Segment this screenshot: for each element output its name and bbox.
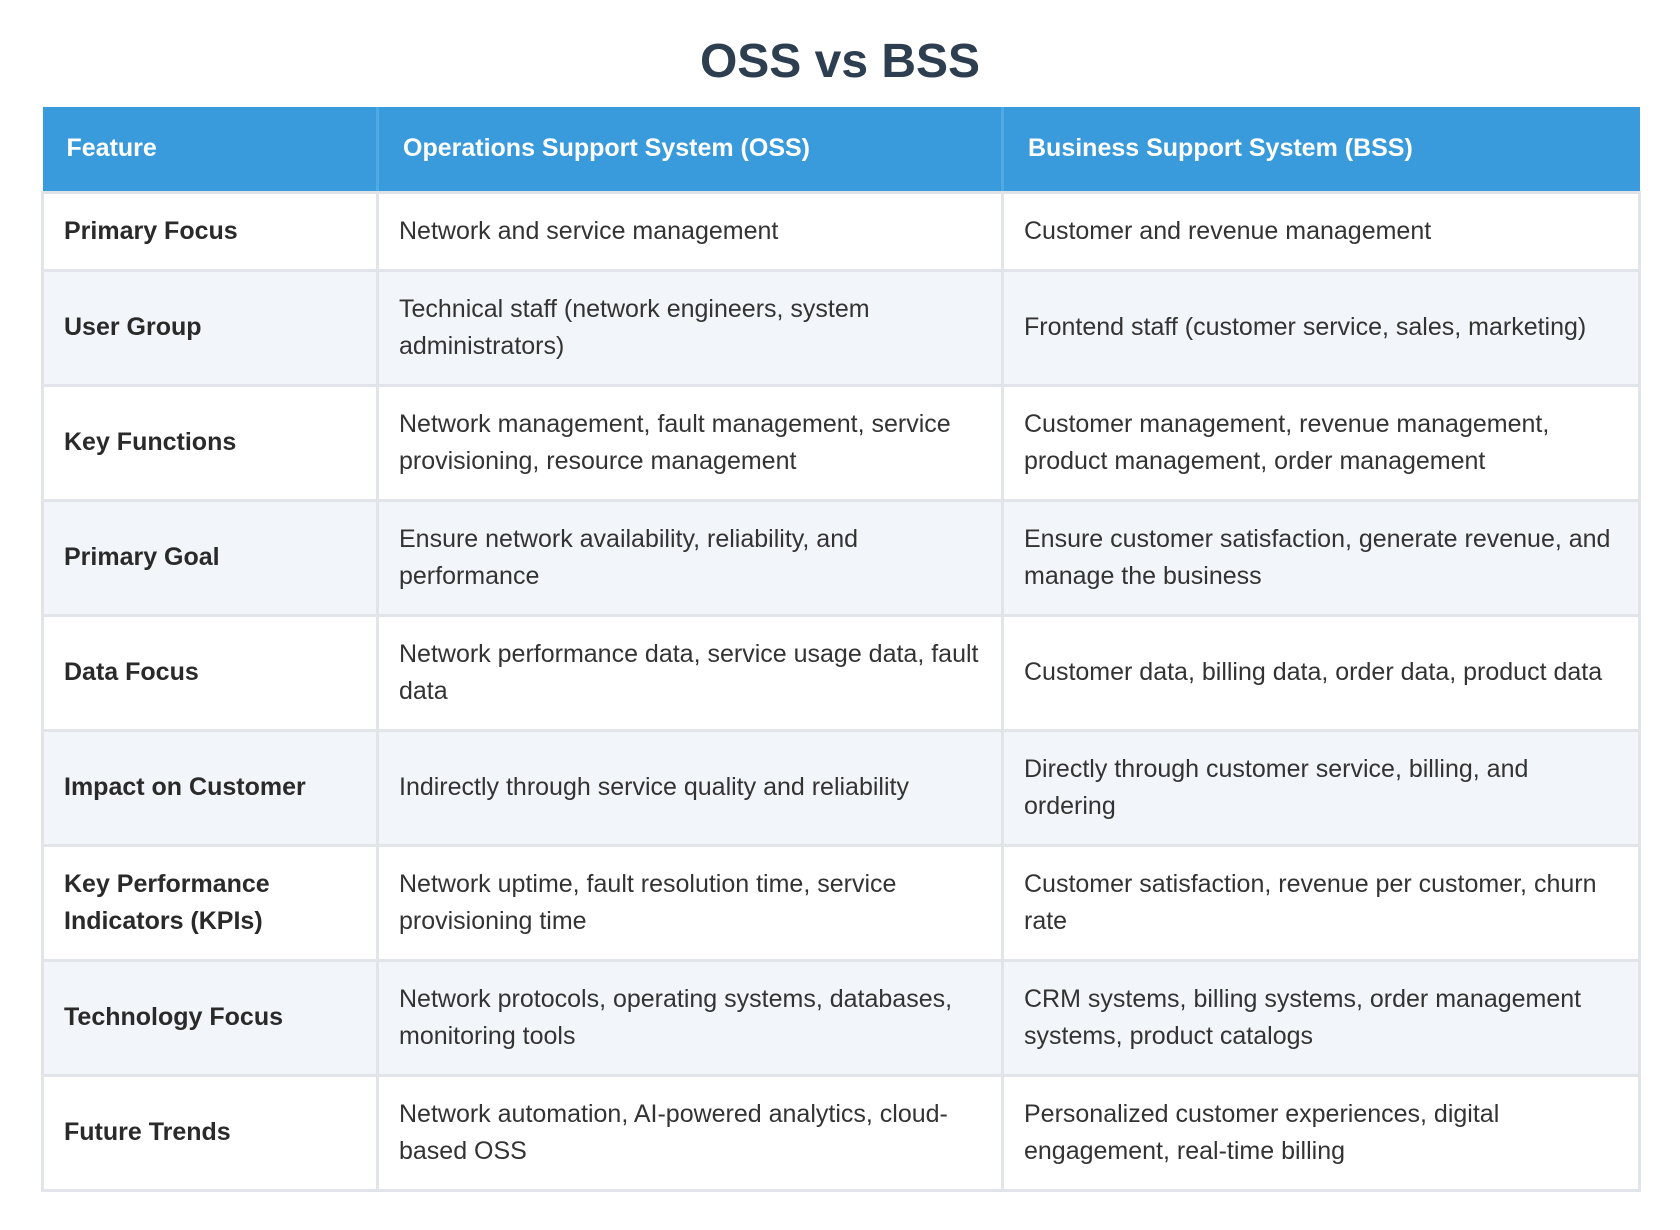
bss-cell: Directly through customer service, billi…	[1001, 728, 1641, 847]
feature-cell: Data Focus	[41, 613, 379, 732]
feature-cell: Key Functions	[41, 383, 379, 502]
feature-cell: Key Performance Indicators (KPIs)	[41, 843, 379, 962]
header-feature: Feature	[42, 107, 379, 194]
feature-cell: Primary Focus	[41, 190, 379, 272]
oss-cell: Network uptime, fault resolution time, s…	[376, 843, 1004, 962]
feature-cell: Technology Focus	[41, 958, 379, 1077]
oss-cell: Network and service management	[376, 190, 1004, 272]
bss-cell: Personalized customer experiences, digit…	[1001, 1073, 1641, 1192]
bss-cell: Customer satisfaction, revenue per custo…	[1001, 843, 1641, 962]
bss-cell: Frontend staff (customer service, sales,…	[1001, 268, 1641, 387]
feature-cell: Future Trends	[41, 1073, 379, 1192]
table-row: Data Focus Network performance data, ser…	[41, 613, 1641, 732]
feature-cell: Primary Goal	[41, 498, 379, 617]
table-row: Technology Focus Network protocols, oper…	[41, 958, 1641, 1077]
oss-cell: Network performance data, service usage …	[376, 613, 1004, 732]
table-row: Primary Goal Ensure network availability…	[41, 498, 1641, 617]
table-row: Impact on Customer Indirectly through se…	[41, 728, 1641, 847]
page-title: OSS vs BSS	[699, 35, 981, 88]
table-header-row: Feature Operations Support System (OSS) …	[42, 107, 1640, 194]
table-row: Key Performance Indicators (KPIs) Networ…	[41, 843, 1641, 962]
oss-cell: Technical staff (network engineers, syst…	[376, 268, 1004, 387]
table-row: Key Functions Network management, fault …	[41, 383, 1641, 502]
oss-cell: Network management, fault management, se…	[376, 383, 1004, 502]
oss-cell: Indirectly through service quality and r…	[376, 728, 1004, 847]
header-bss: Business Support System (BSS)	[1002, 107, 1640, 194]
bss-cell: Customer and revenue management	[1001, 190, 1641, 272]
comparison-table: Feature Operations Support System (OSS) …	[41, 107, 1641, 1192]
bss-cell: Customer data, billing data, order data,…	[1001, 613, 1641, 732]
table-row: Primary Focus Network and service manage…	[41, 190, 1641, 272]
bss-cell: CRM systems, billing systems, order mana…	[1001, 958, 1641, 1077]
feature-cell: Impact on Customer	[41, 728, 379, 847]
bss-cell: Ensure customer satisfaction, generate r…	[1001, 498, 1641, 617]
oss-cell: Network protocols, operating systems, da…	[376, 958, 1004, 1077]
oss-cell: Network automation, AI-powered analytics…	[376, 1073, 1004, 1192]
feature-cell: User Group	[41, 268, 379, 387]
table-row: Future Trends Network automation, AI-pow…	[41, 1073, 1641, 1192]
header-oss: Operations Support System (OSS)	[377, 107, 1004, 194]
oss-cell: Ensure network availability, reliability…	[376, 498, 1004, 617]
table-row: User Group Technical staff (network engi…	[41, 268, 1641, 387]
bss-cell: Customer management, revenue management,…	[1001, 383, 1641, 502]
